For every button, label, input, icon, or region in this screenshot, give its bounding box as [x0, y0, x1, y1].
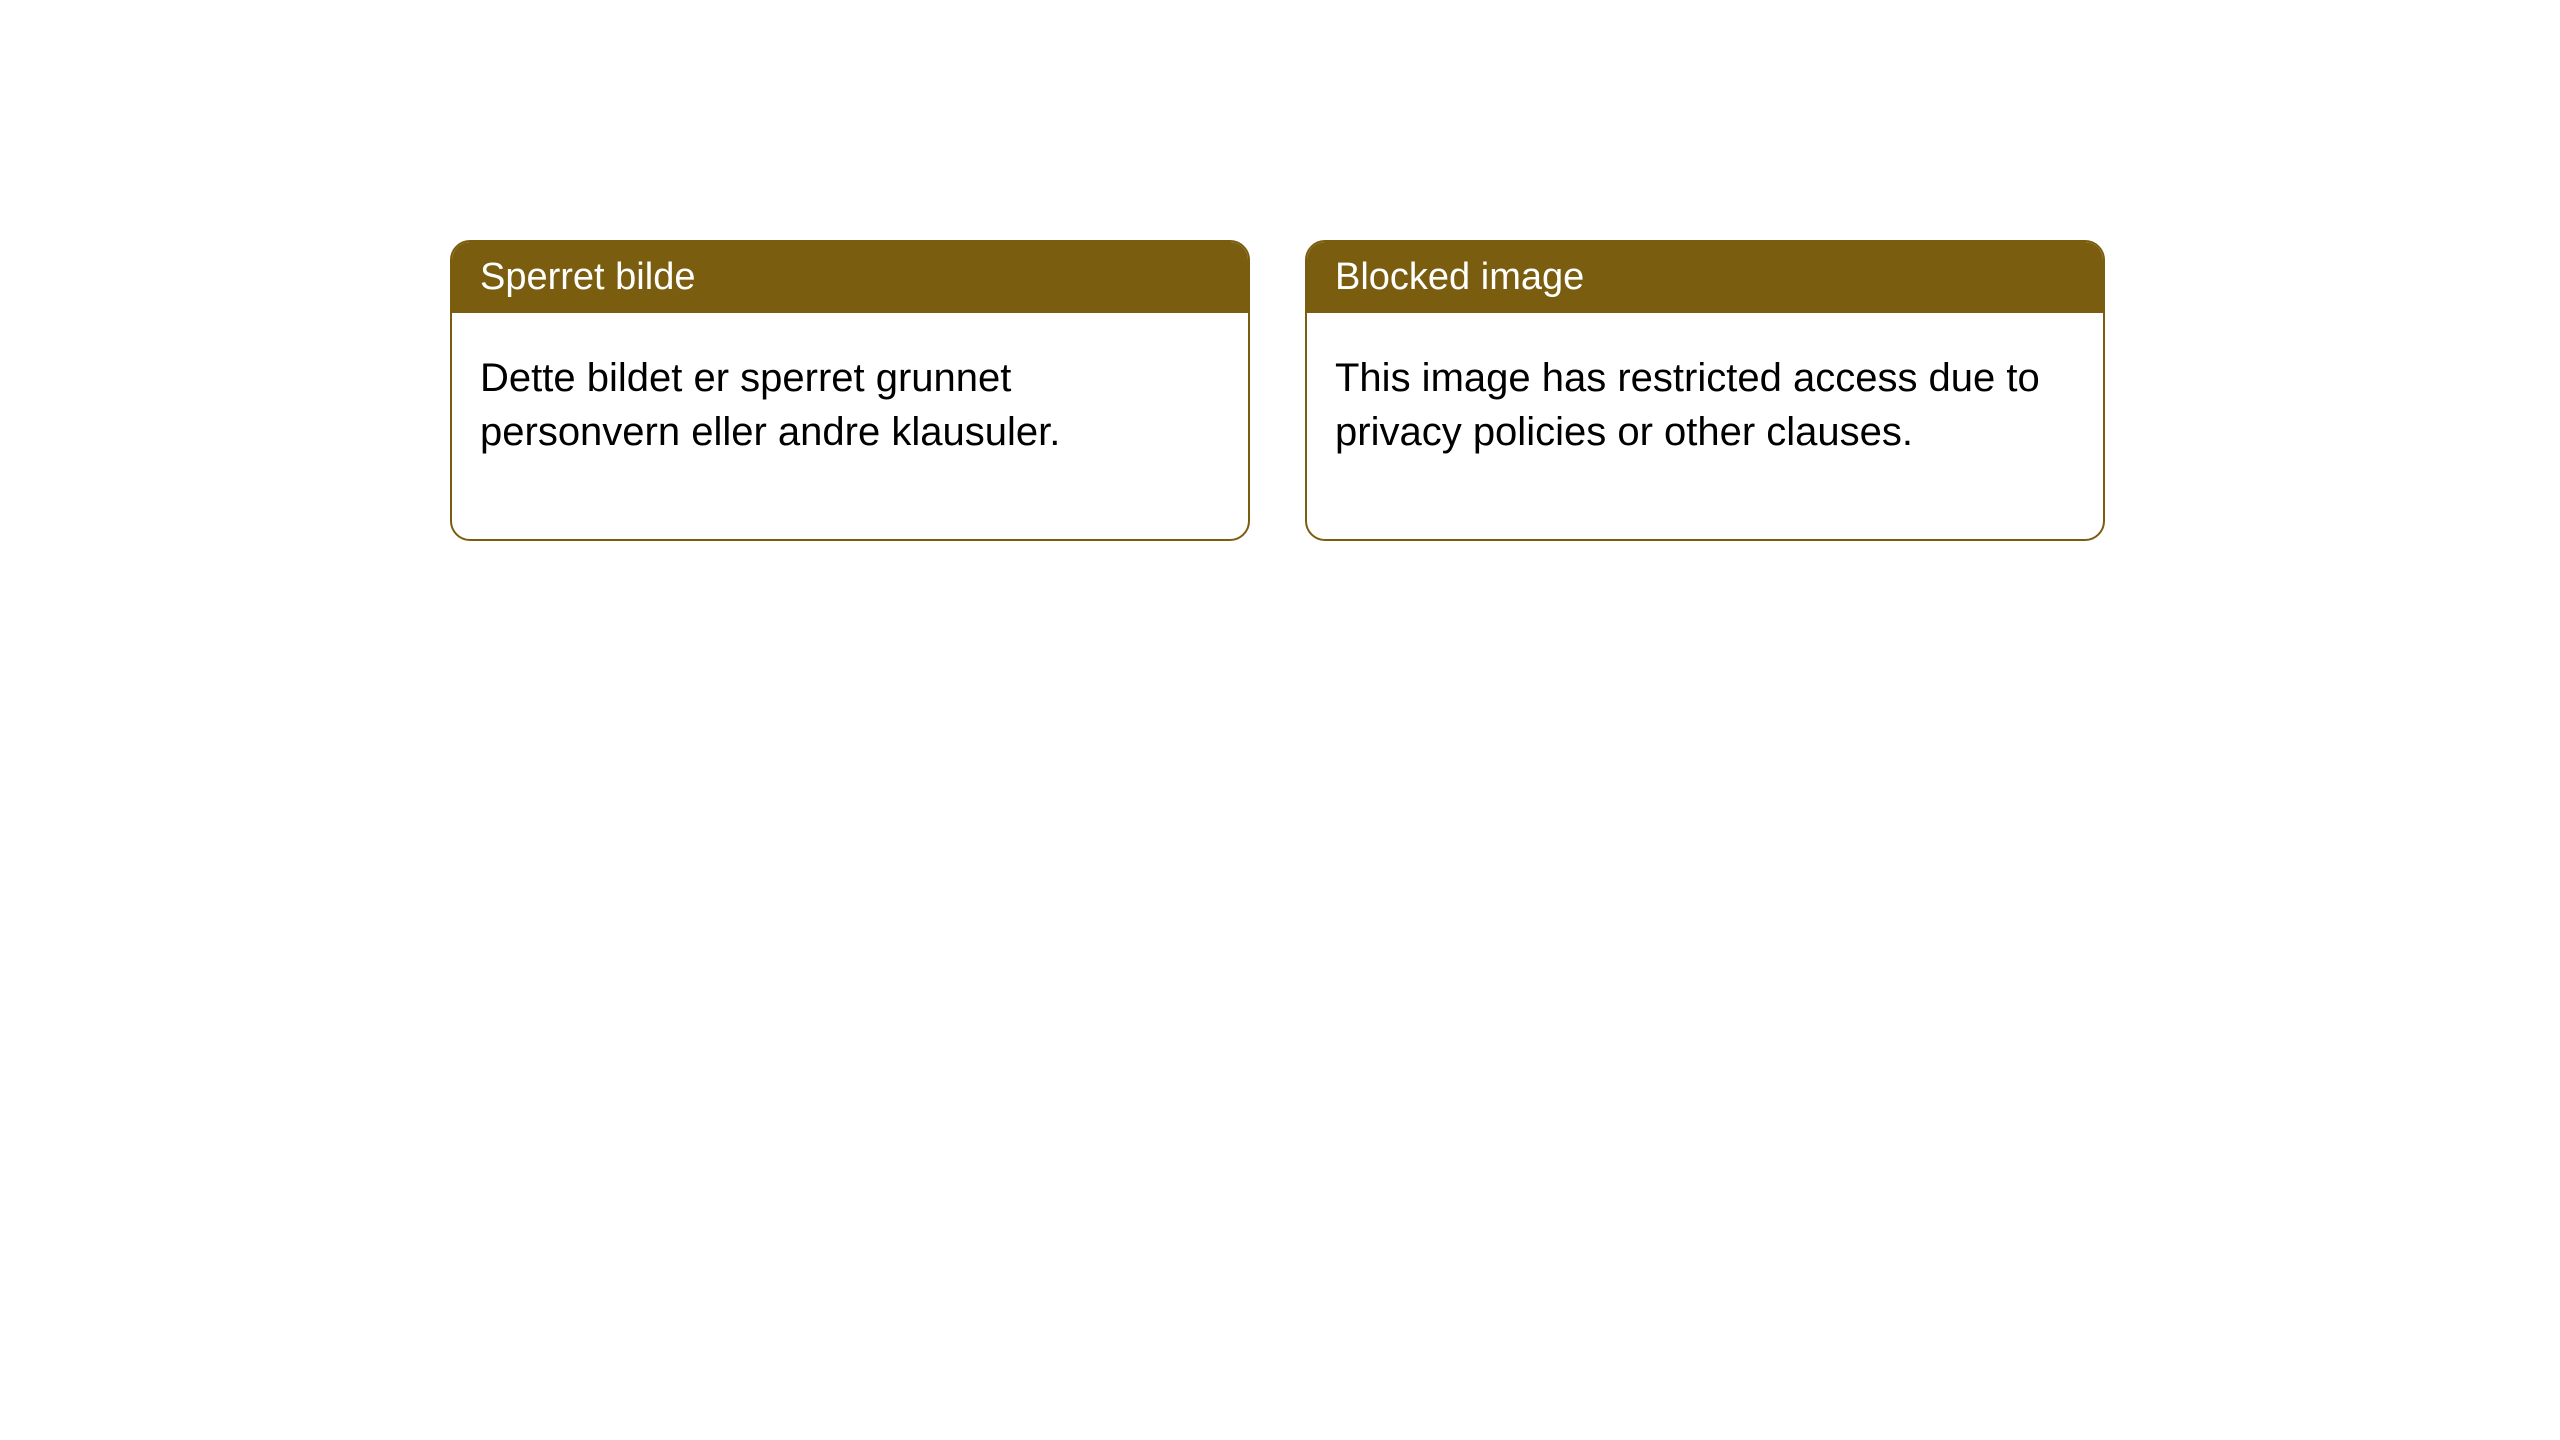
- card-body: Dette bildet er sperret grunnet personve…: [452, 313, 1248, 539]
- card-body-text: This image has restricted access due to …: [1335, 356, 2040, 454]
- card-body: This image has restricted access due to …: [1307, 313, 2103, 539]
- notice-cards-container: Sperret bilde Dette bildet er sperret gr…: [450, 240, 2105, 541]
- notice-card-norwegian: Sperret bilde Dette bildet er sperret gr…: [450, 240, 1250, 541]
- card-header: Blocked image: [1307, 242, 2103, 313]
- card-title: Blocked image: [1335, 256, 1584, 298]
- card-body-text: Dette bildet er sperret grunnet personve…: [480, 356, 1060, 454]
- notice-card-english: Blocked image This image has restricted …: [1305, 240, 2105, 541]
- card-title: Sperret bilde: [480, 256, 695, 298]
- card-header: Sperret bilde: [452, 242, 1248, 313]
